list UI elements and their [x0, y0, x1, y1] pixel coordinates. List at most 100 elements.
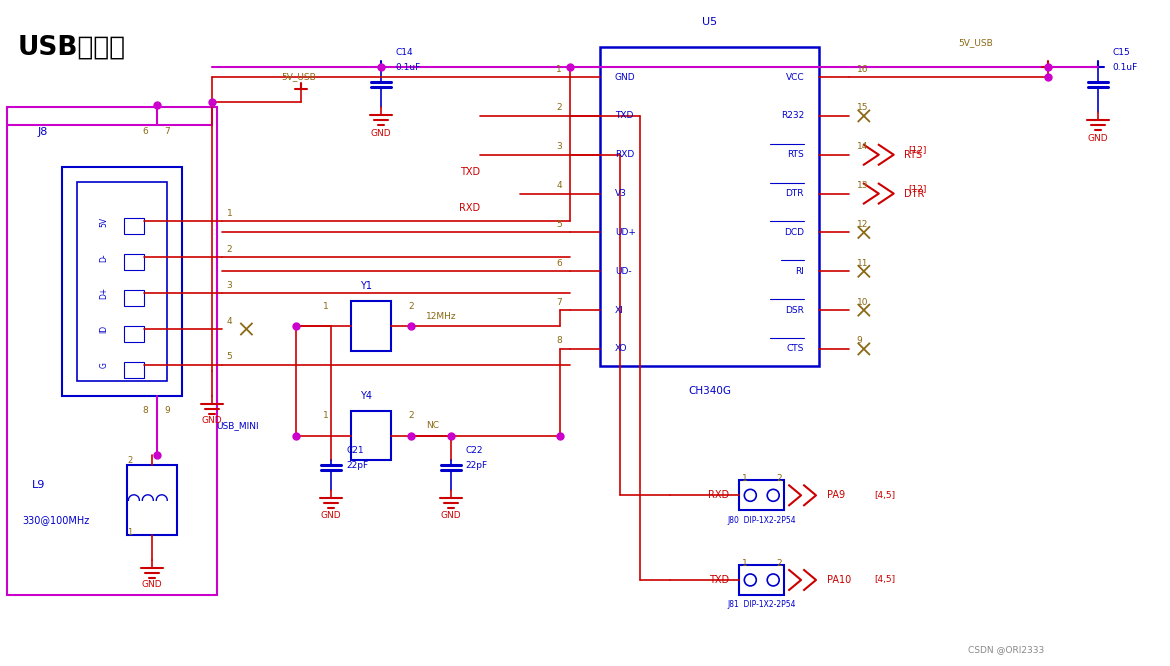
Text: CTS: CTS	[786, 344, 804, 354]
Text: 2: 2	[126, 456, 132, 465]
Text: C21: C21	[346, 446, 364, 455]
Text: 2: 2	[408, 411, 413, 420]
Text: 5V: 5V	[99, 216, 109, 226]
Text: 9: 9	[856, 336, 862, 346]
Text: 22pF: 22pF	[346, 461, 369, 470]
Text: UD+: UD+	[615, 228, 635, 237]
Text: 14: 14	[856, 143, 868, 151]
Text: 16: 16	[856, 65, 868, 74]
Text: TXD: TXD	[615, 111, 633, 121]
Bar	[77, 182, 167, 381]
Text: 2: 2	[227, 245, 233, 254]
Text: CH340G: CH340G	[688, 386, 731, 396]
Text: USB_MINI: USB_MINI	[216, 421, 260, 430]
Text: J80  DIP-1X2-2P54: J80 DIP-1X2-2P54	[727, 515, 796, 525]
Bar	[739, 480, 784, 510]
Text: 1: 1	[742, 559, 748, 567]
Bar	[62, 166, 181, 396]
Text: PA10: PA10	[827, 575, 852, 585]
Text: 13: 13	[856, 181, 868, 190]
Text: [12]: [12]	[909, 184, 927, 193]
Bar	[351, 411, 391, 460]
Text: C14: C14	[395, 48, 413, 57]
Text: GND: GND	[1088, 135, 1108, 143]
Text: CSDN @ORI2333: CSDN @ORI2333	[969, 645, 1045, 654]
Text: [12]: [12]	[909, 145, 927, 155]
Text: RXD: RXD	[708, 490, 729, 500]
Text: 15: 15	[856, 103, 868, 113]
Text: DTR: DTR	[785, 189, 804, 198]
Text: 6: 6	[142, 127, 147, 137]
Text: GND: GND	[321, 511, 342, 519]
Text: RXD: RXD	[460, 202, 481, 212]
Text: 5: 5	[227, 352, 233, 362]
Bar	[124, 218, 144, 234]
Text: 1: 1	[227, 209, 233, 218]
Text: XI: XI	[615, 306, 624, 314]
Text: 8: 8	[557, 336, 562, 346]
Text: TXD: TXD	[460, 166, 481, 176]
Text: Y4: Y4	[360, 391, 372, 401]
Text: 5: 5	[557, 220, 562, 229]
Text: 0.1uF: 0.1uF	[1113, 63, 1138, 72]
Text: DSR: DSR	[785, 306, 804, 314]
Text: GND: GND	[142, 581, 163, 589]
Text: NC: NC	[426, 421, 439, 430]
Bar	[7, 107, 216, 595]
Text: [4,5]: [4,5]	[874, 575, 895, 585]
Bar	[739, 565, 784, 595]
Text: 1: 1	[323, 302, 329, 310]
Text: 1: 1	[557, 65, 562, 74]
Bar	[124, 362, 144, 378]
Text: R232: R232	[780, 111, 804, 121]
Text: 11: 11	[856, 259, 868, 268]
Text: GND: GND	[371, 129, 391, 139]
Text: TXD: TXD	[709, 575, 729, 585]
Text: L9: L9	[33, 480, 46, 490]
Text: 4: 4	[227, 316, 233, 326]
Text: 330@100MHz: 330@100MHz	[22, 515, 90, 525]
Text: RTS: RTS	[903, 150, 922, 160]
Text: DTR: DTR	[903, 188, 924, 198]
Text: RTS: RTS	[787, 151, 804, 159]
Text: 2: 2	[777, 559, 782, 567]
Text: 0.1uF: 0.1uF	[395, 63, 421, 72]
Text: U5: U5	[702, 17, 717, 27]
Text: GND: GND	[201, 416, 222, 425]
Bar	[600, 47, 819, 366]
Text: 3: 3	[557, 143, 562, 151]
Text: 5V_USB: 5V_USB	[281, 73, 316, 81]
Text: GND: GND	[615, 73, 635, 81]
Bar	[124, 290, 144, 306]
Text: 12: 12	[856, 220, 868, 229]
Text: 1: 1	[742, 474, 748, 483]
Text: 5V_USB: 5V_USB	[958, 38, 993, 47]
Bar	[124, 254, 144, 270]
Text: 8: 8	[142, 406, 147, 415]
Text: C15: C15	[1113, 48, 1130, 57]
Text: USB转串口: USB转串口	[18, 34, 125, 60]
Text: 22pF: 22pF	[466, 461, 488, 470]
Text: UD-: UD-	[615, 267, 632, 276]
Text: [4,5]: [4,5]	[874, 491, 895, 500]
Text: XO: XO	[615, 344, 627, 354]
Text: 7: 7	[164, 127, 170, 137]
Text: 10: 10	[856, 298, 868, 306]
Text: VCC: VCC	[785, 73, 804, 81]
Text: D+: D+	[99, 287, 109, 299]
Text: V3: V3	[615, 189, 627, 198]
Text: 1: 1	[126, 527, 132, 537]
Text: D-: D-	[99, 253, 109, 262]
Text: 2: 2	[557, 103, 562, 113]
Text: 6: 6	[557, 259, 562, 268]
Text: 7: 7	[557, 298, 562, 306]
Text: 9: 9	[164, 406, 170, 415]
Text: 1: 1	[323, 411, 329, 420]
Text: GND: GND	[440, 511, 461, 519]
Text: DCD: DCD	[784, 228, 804, 237]
Text: 4: 4	[557, 181, 562, 190]
Text: G: G	[99, 362, 109, 368]
Text: RI: RI	[796, 267, 804, 276]
Text: Y1: Y1	[360, 281, 372, 291]
Text: C22: C22	[466, 446, 483, 455]
